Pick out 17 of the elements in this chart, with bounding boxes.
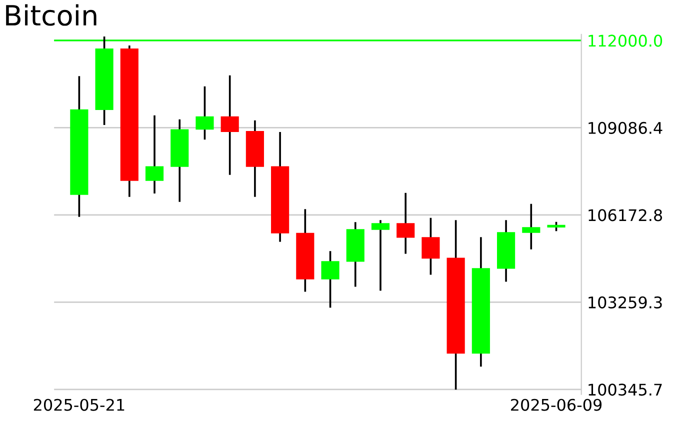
chart-title: Bitcoin [6, 4, 96, 26]
x-tick-label: 2025-05-21 [34, 398, 124, 411]
candlestick [522, 202, 540, 250]
candlestick [547, 220, 566, 232]
y-tick-label: 106172.8 [588, 209, 662, 222]
candlestick [321, 250, 340, 309]
y-tick-label: 109086.4 [588, 122, 662, 134]
y-tick-label: 112000.0 [588, 34, 662, 47]
candlestick [145, 114, 164, 194]
candlestick [220, 74, 239, 176]
candlestick [396, 192, 415, 255]
candlestick [422, 216, 440, 276]
candlestick [196, 85, 214, 141]
candlestick [371, 219, 390, 292]
x-tick-label: 2025-06-09 [511, 398, 602, 411]
y-tick-label: 100345.7 [588, 384, 662, 396]
y-tick-label: 103259.3 [588, 296, 662, 308]
